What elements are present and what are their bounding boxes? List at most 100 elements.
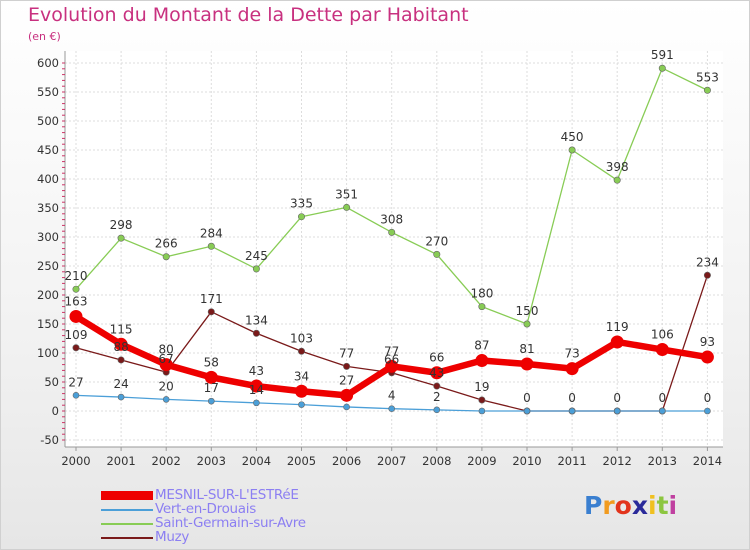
data-point xyxy=(252,329,260,337)
legend-label: MESNIL-SUR-L'ESTRéE xyxy=(155,487,299,503)
data-label: 335 xyxy=(290,197,313,211)
y-tick-label: 550 xyxy=(37,85,59,99)
data-label: 24 xyxy=(113,377,128,391)
x-tick-label: 2008 xyxy=(422,454,451,468)
data-point xyxy=(613,407,621,415)
legend-item: MESNIL-SUR-L'ESTRéE xyxy=(101,487,401,503)
data-point xyxy=(340,388,354,402)
y-tick-label: 150 xyxy=(37,317,59,331)
data-point xyxy=(297,213,305,221)
data-label: 4 xyxy=(388,389,396,403)
data-label: 80 xyxy=(159,343,174,357)
data-label: 103 xyxy=(290,331,313,345)
data-point xyxy=(703,86,711,94)
data-point xyxy=(700,350,714,364)
data-label: 180 xyxy=(470,287,493,301)
data-label: 43 xyxy=(429,366,444,380)
data-point xyxy=(117,393,125,401)
data-point xyxy=(117,234,125,242)
x-tick-label: 2000 xyxy=(61,454,90,468)
data-point xyxy=(208,397,215,405)
x-tick-label: 2011 xyxy=(557,454,586,468)
data-label: 66 xyxy=(384,353,399,367)
data-point xyxy=(703,271,711,279)
data-point xyxy=(478,396,486,404)
data-point xyxy=(298,401,305,408)
x-tick-label: 2005 xyxy=(287,454,316,468)
data-point xyxy=(162,396,170,403)
data-point xyxy=(72,392,80,399)
data-label: 81 xyxy=(519,342,534,356)
data-point xyxy=(204,370,218,384)
data-label: 150 xyxy=(516,304,539,318)
data-label: 134 xyxy=(245,313,268,327)
logo-letter: i xyxy=(668,491,678,520)
x-tick-label: 2009 xyxy=(467,454,496,468)
data-point xyxy=(430,366,444,380)
data-point xyxy=(117,356,125,364)
data-point xyxy=(478,303,486,311)
data-point xyxy=(343,403,350,411)
series-2 xyxy=(72,64,711,328)
data-point xyxy=(433,406,441,414)
data-point xyxy=(114,337,128,351)
legend-item: Muzy xyxy=(101,529,401,545)
data-label: 58 xyxy=(204,355,219,369)
data-point xyxy=(568,407,576,415)
data-label: 19 xyxy=(474,380,489,394)
data-point xyxy=(658,407,666,415)
y-tick-label: 200 xyxy=(37,288,59,302)
data-label: 20 xyxy=(159,379,174,393)
logo-letter: x xyxy=(631,491,648,520)
data-label: 0 xyxy=(568,391,576,405)
legend-label: Saint-Germain-sur-Avre xyxy=(155,515,306,531)
data-label: 27 xyxy=(339,373,354,387)
legend-label: Vert-en-Drouais xyxy=(155,501,256,517)
data-label: 43 xyxy=(249,364,264,378)
data-label: 77 xyxy=(339,346,354,360)
data-point xyxy=(72,285,80,293)
data-label: 266 xyxy=(155,237,178,251)
data-label: 34 xyxy=(294,369,309,383)
data-label: 17 xyxy=(204,381,219,395)
x-tick-label: 2003 xyxy=(197,454,226,468)
data-label: 210 xyxy=(65,269,88,283)
data-label: 77 xyxy=(384,344,399,358)
logo-letter: P xyxy=(584,491,603,520)
data-label: 14 xyxy=(249,383,264,397)
legend-label: Muzy xyxy=(155,529,190,545)
y-tick-label: -50 xyxy=(40,433,59,447)
y-tick-label: 400 xyxy=(37,172,59,186)
data-point xyxy=(655,343,669,357)
data-point xyxy=(610,335,624,349)
data-point xyxy=(295,384,308,398)
data-label: 87 xyxy=(474,339,489,353)
data-point xyxy=(568,146,576,154)
data-label: 298 xyxy=(110,218,133,232)
data-point xyxy=(523,407,531,415)
y-tick-label: 0 xyxy=(52,404,59,418)
data-label: 67 xyxy=(159,352,174,366)
data-label: 115 xyxy=(110,322,133,336)
x-tick-label: 2014 xyxy=(693,454,722,468)
proxiti-logo: Proxiti xyxy=(584,491,677,520)
x-tick-label: 2001 xyxy=(106,454,135,468)
y-tick-label: 50 xyxy=(44,375,59,389)
data-point xyxy=(475,354,489,368)
chart-unit: (en €) xyxy=(28,30,61,43)
data-label: 450 xyxy=(561,130,584,144)
data-label: 284 xyxy=(200,226,223,240)
logo-letter: o xyxy=(614,491,632,520)
data-label: 0 xyxy=(523,391,531,405)
data-point xyxy=(433,382,441,390)
data-point xyxy=(162,253,170,261)
y-tick-label: 250 xyxy=(37,259,59,273)
data-point xyxy=(343,203,351,211)
x-tick-label: 2002 xyxy=(152,454,181,468)
data-label: 119 xyxy=(606,320,629,334)
legend: MESNIL-SUR-L'ESTRéE Vert-en-Drouais Saint-… xyxy=(101,487,401,545)
data-label: 88 xyxy=(113,340,128,354)
data-label: 0 xyxy=(613,391,621,405)
x-tick-label: 2013 xyxy=(648,454,677,468)
